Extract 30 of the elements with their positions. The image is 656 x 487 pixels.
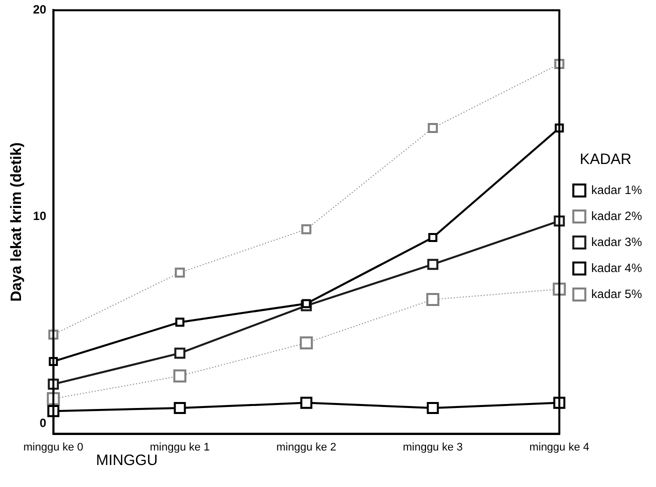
x-axis-title: MINGGU [96,452,158,469]
x-tick-label: minggu ke 2 [276,441,336,454]
point [426,292,440,306]
legend-label: kadar 4% [591,260,642,275]
legend-label: kadar 2% [591,208,642,223]
y-tick-label: 10 [32,209,47,224]
legend-label: kadar 1% [591,182,642,197]
y-tick-label: 20 [32,2,47,17]
point [174,402,186,414]
x-tick-label: minggu ke 3 [402,441,463,454]
point [300,336,313,350]
point [174,268,185,278]
point [175,318,184,327]
point [428,232,438,242]
x-tick-label: minggu ke 4 [529,441,590,454]
x-tick-label: minggu ke 1 [150,441,210,454]
x-tick-label: minggu ke 0 [23,441,84,454]
point [173,369,186,382]
point [426,402,439,414]
point [174,348,186,359]
y-axis-title: Daya lekat krim (detik) [8,142,26,302]
legend-label: kadar 3% [591,234,642,249]
point [427,258,438,270]
legend-label: kadar 5% [591,286,642,301]
point [300,396,312,409]
point [428,122,438,134]
legend-title: KADAR [580,151,632,168]
point [301,224,312,234]
y-tick-label: 0 [40,416,47,430]
point [302,299,311,308]
